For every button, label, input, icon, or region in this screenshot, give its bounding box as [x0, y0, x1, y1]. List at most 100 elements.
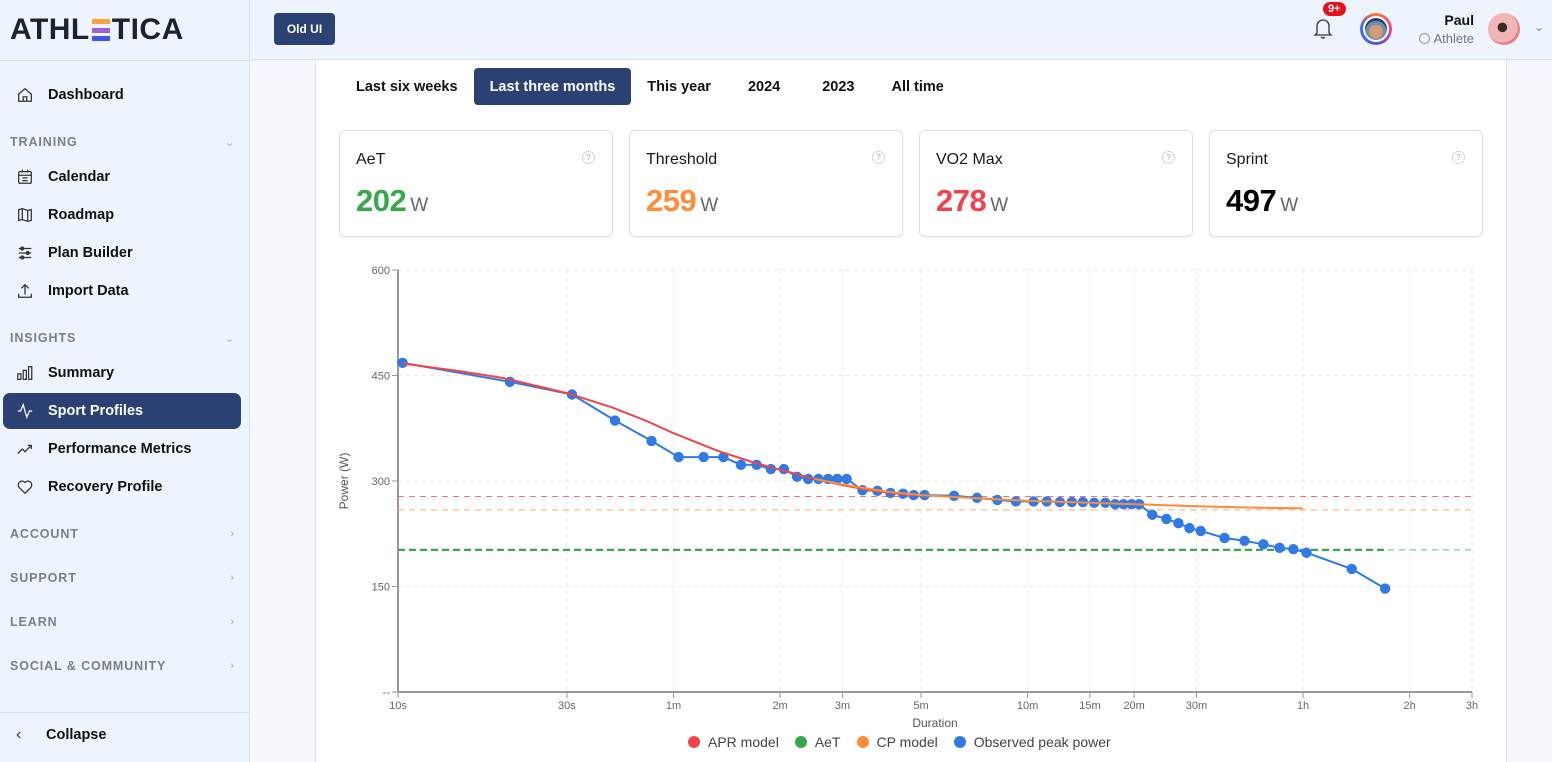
x-tick-label: 5m — [913, 700, 928, 712]
coach-avatar[interactable] — [1360, 13, 1392, 45]
x-tick-label: 3m — [835, 700, 850, 712]
sidebar-item-label: Plan Builder — [48, 245, 133, 261]
period-tabs: Last six weeks Last three months This ye… — [340, 68, 960, 105]
legend-swatch — [856, 736, 869, 748]
metric-unit: W — [700, 195, 718, 216]
logo-text-post: TICA — [111, 13, 184, 46]
legend-item-aet[interactable]: AeT — [794, 734, 841, 750]
metric-value: 497 W — [1226, 183, 1298, 219]
help-icon[interactable]: ? — [1452, 151, 1465, 164]
sidebar: ATHL TICA Dashboard TRAINING ⌄ Calendar … — [0, 0, 250, 762]
section-label: SOCIAL & COMMUNITY — [10, 659, 167, 673]
metric-title: Sprint — [1226, 151, 1268, 168]
legend-swatch — [688, 736, 700, 748]
sidebar-item-performance-metrics[interactable]: Performance Metrics — [3, 431, 241, 467]
map-icon — [15, 205, 35, 225]
sidebar-item-label: Recovery Profile — [48, 479, 163, 495]
section-label: LEARN — [10, 615, 58, 629]
legend-label: AeT — [814, 734, 841, 750]
bell-icon[interactable] — [1312, 16, 1336, 42]
chevron-down-icon[interactable]: ⌄ — [1534, 20, 1545, 34]
y-tick-label: 300 — [372, 476, 390, 488]
metric-value: 202 W — [356, 183, 428, 219]
sidebar-item-label: Sport Profiles — [48, 403, 144, 419]
trending-up-icon — [15, 439, 35, 459]
legend-item-observed-peak-power[interactable]: Observed peak power — [953, 734, 1111, 750]
bar-chart-icon — [15, 363, 35, 383]
data-point — [1161, 513, 1172, 525]
data-point — [646, 435, 657, 447]
tab-last-six-weeks[interactable]: Last six weeks — [356, 78, 458, 95]
data-point — [1288, 544, 1299, 555]
metric-number: 278 — [936, 183, 987, 218]
sidebar-item-plan-builder[interactable]: Plan Builder — [3, 235, 241, 271]
metric-card-aet: AeT ? 202 W — [339, 130, 613, 237]
collapse-button[interactable]: ‹ Collapse — [16, 726, 106, 744]
sidebar-item-calendar[interactable]: Calendar — [3, 159, 241, 195]
y-tick-label: -- — [383, 687, 391, 699]
sliders-icon — [15, 243, 35, 263]
y-axis-label: Power (W) — [337, 453, 351, 510]
home-icon — [15, 85, 35, 105]
tab-this-year[interactable]: This year — [647, 78, 711, 95]
tab-all-time[interactable]: All time — [891, 78, 944, 95]
x-tick-label: 2m — [772, 700, 787, 712]
chevron-down-icon: ⌄ — [224, 332, 235, 345]
metric-value: 259 W — [646, 183, 718, 219]
chevron-right-icon: › — [230, 660, 235, 672]
section-account[interactable]: ACCOUNT › — [10, 527, 235, 541]
data-point — [1239, 535, 1250, 546]
metric-number: 202 — [356, 183, 407, 218]
x-tick-label: 10s — [389, 700, 407, 712]
data-point — [948, 490, 960, 501]
tab-last-three-months[interactable]: Last three months — [473, 68, 632, 105]
x-tick-label: 30m — [1186, 700, 1207, 712]
collapse-divider — [0, 712, 250, 713]
sidebar-item-sport-profiles[interactable]: Sport Profiles — [3, 393, 241, 429]
section-insights[interactable]: INSIGHTS ⌄ — [10, 331, 235, 345]
power-duration-chart[interactable]: -- 150 300 450 600 10s 30s 1m 2m 3m 5m 10m 15m 20m 30m… — [330, 255, 1490, 730]
sidebar-item-recovery-profile[interactable]: Recovery Profile — [3, 469, 241, 505]
metric-card-vo2max: VO2 Max ? 278 W — [919, 130, 1193, 237]
content-gutter-left — [250, 61, 315, 762]
old-ui-button[interactable]: Old UI — [274, 13, 335, 45]
user-avatar[interactable] — [1488, 13, 1520, 45]
tab-2024[interactable]: 2024 — [747, 78, 781, 95]
sidebar-item-label: Roadmap — [48, 207, 115, 223]
help-icon[interactable]: ? — [582, 151, 595, 164]
sidebar-item-label: Dashboard — [48, 87, 124, 103]
data-point — [609, 415, 621, 426]
help-icon[interactable]: ? — [1162, 151, 1175, 164]
metric-unit: W — [410, 195, 428, 216]
help-icon[interactable]: ? — [872, 151, 885, 164]
collapse-label: Collapse — [46, 727, 107, 743]
section-learn[interactable]: LEARN › — [10, 615, 235, 629]
section-social-community[interactable]: SOCIAL & COMMUNITY › — [10, 659, 235, 673]
sidebar-item-roadmap[interactable]: Roadmap — [3, 197, 241, 233]
metric-card-threshold: Threshold ? 259 W — [629, 130, 903, 237]
data-point — [1173, 518, 1184, 529]
legend-item-apr-model[interactable]: APR model — [688, 734, 779, 750]
user-name: Paul — [1444, 12, 1474, 28]
legend-swatch — [953, 736, 966, 748]
user-role-label: Athlete — [1433, 31, 1474, 46]
tab-2023[interactable]: 2023 — [822, 78, 855, 95]
athletica-logo[interactable]: ATHL TICA — [10, 12, 184, 48]
sidebar-item-import-data[interactable]: Import Data — [3, 273, 241, 309]
series-line-observed-peak-power — [402, 361, 1386, 590]
series-line-apr-model — [402, 362, 931, 497]
sidebar-item-label: Calendar — [48, 169, 111, 185]
sidebar-item-dashboard[interactable]: Dashboard — [3, 77, 241, 113]
heart-icon — [15, 477, 35, 497]
section-support[interactable]: SUPPORT › — [10, 571, 235, 585]
y-tick-label: 600 — [372, 265, 390, 277]
chevron-left-icon: ‹ — [16, 726, 22, 743]
data-point — [832, 473, 843, 485]
sidebar-item-summary[interactable]: Summary — [3, 355, 241, 391]
y-tick-label: 150 — [372, 582, 390, 594]
legend-label: CP model — [876, 734, 938, 750]
upload-icon — [15, 281, 35, 301]
legend-item-cp-model[interactable]: CP model — [856, 734, 938, 750]
x-axis-label: Duration — [912, 716, 957, 730]
section-training[interactable]: TRAINING ⌄ — [10, 135, 235, 149]
